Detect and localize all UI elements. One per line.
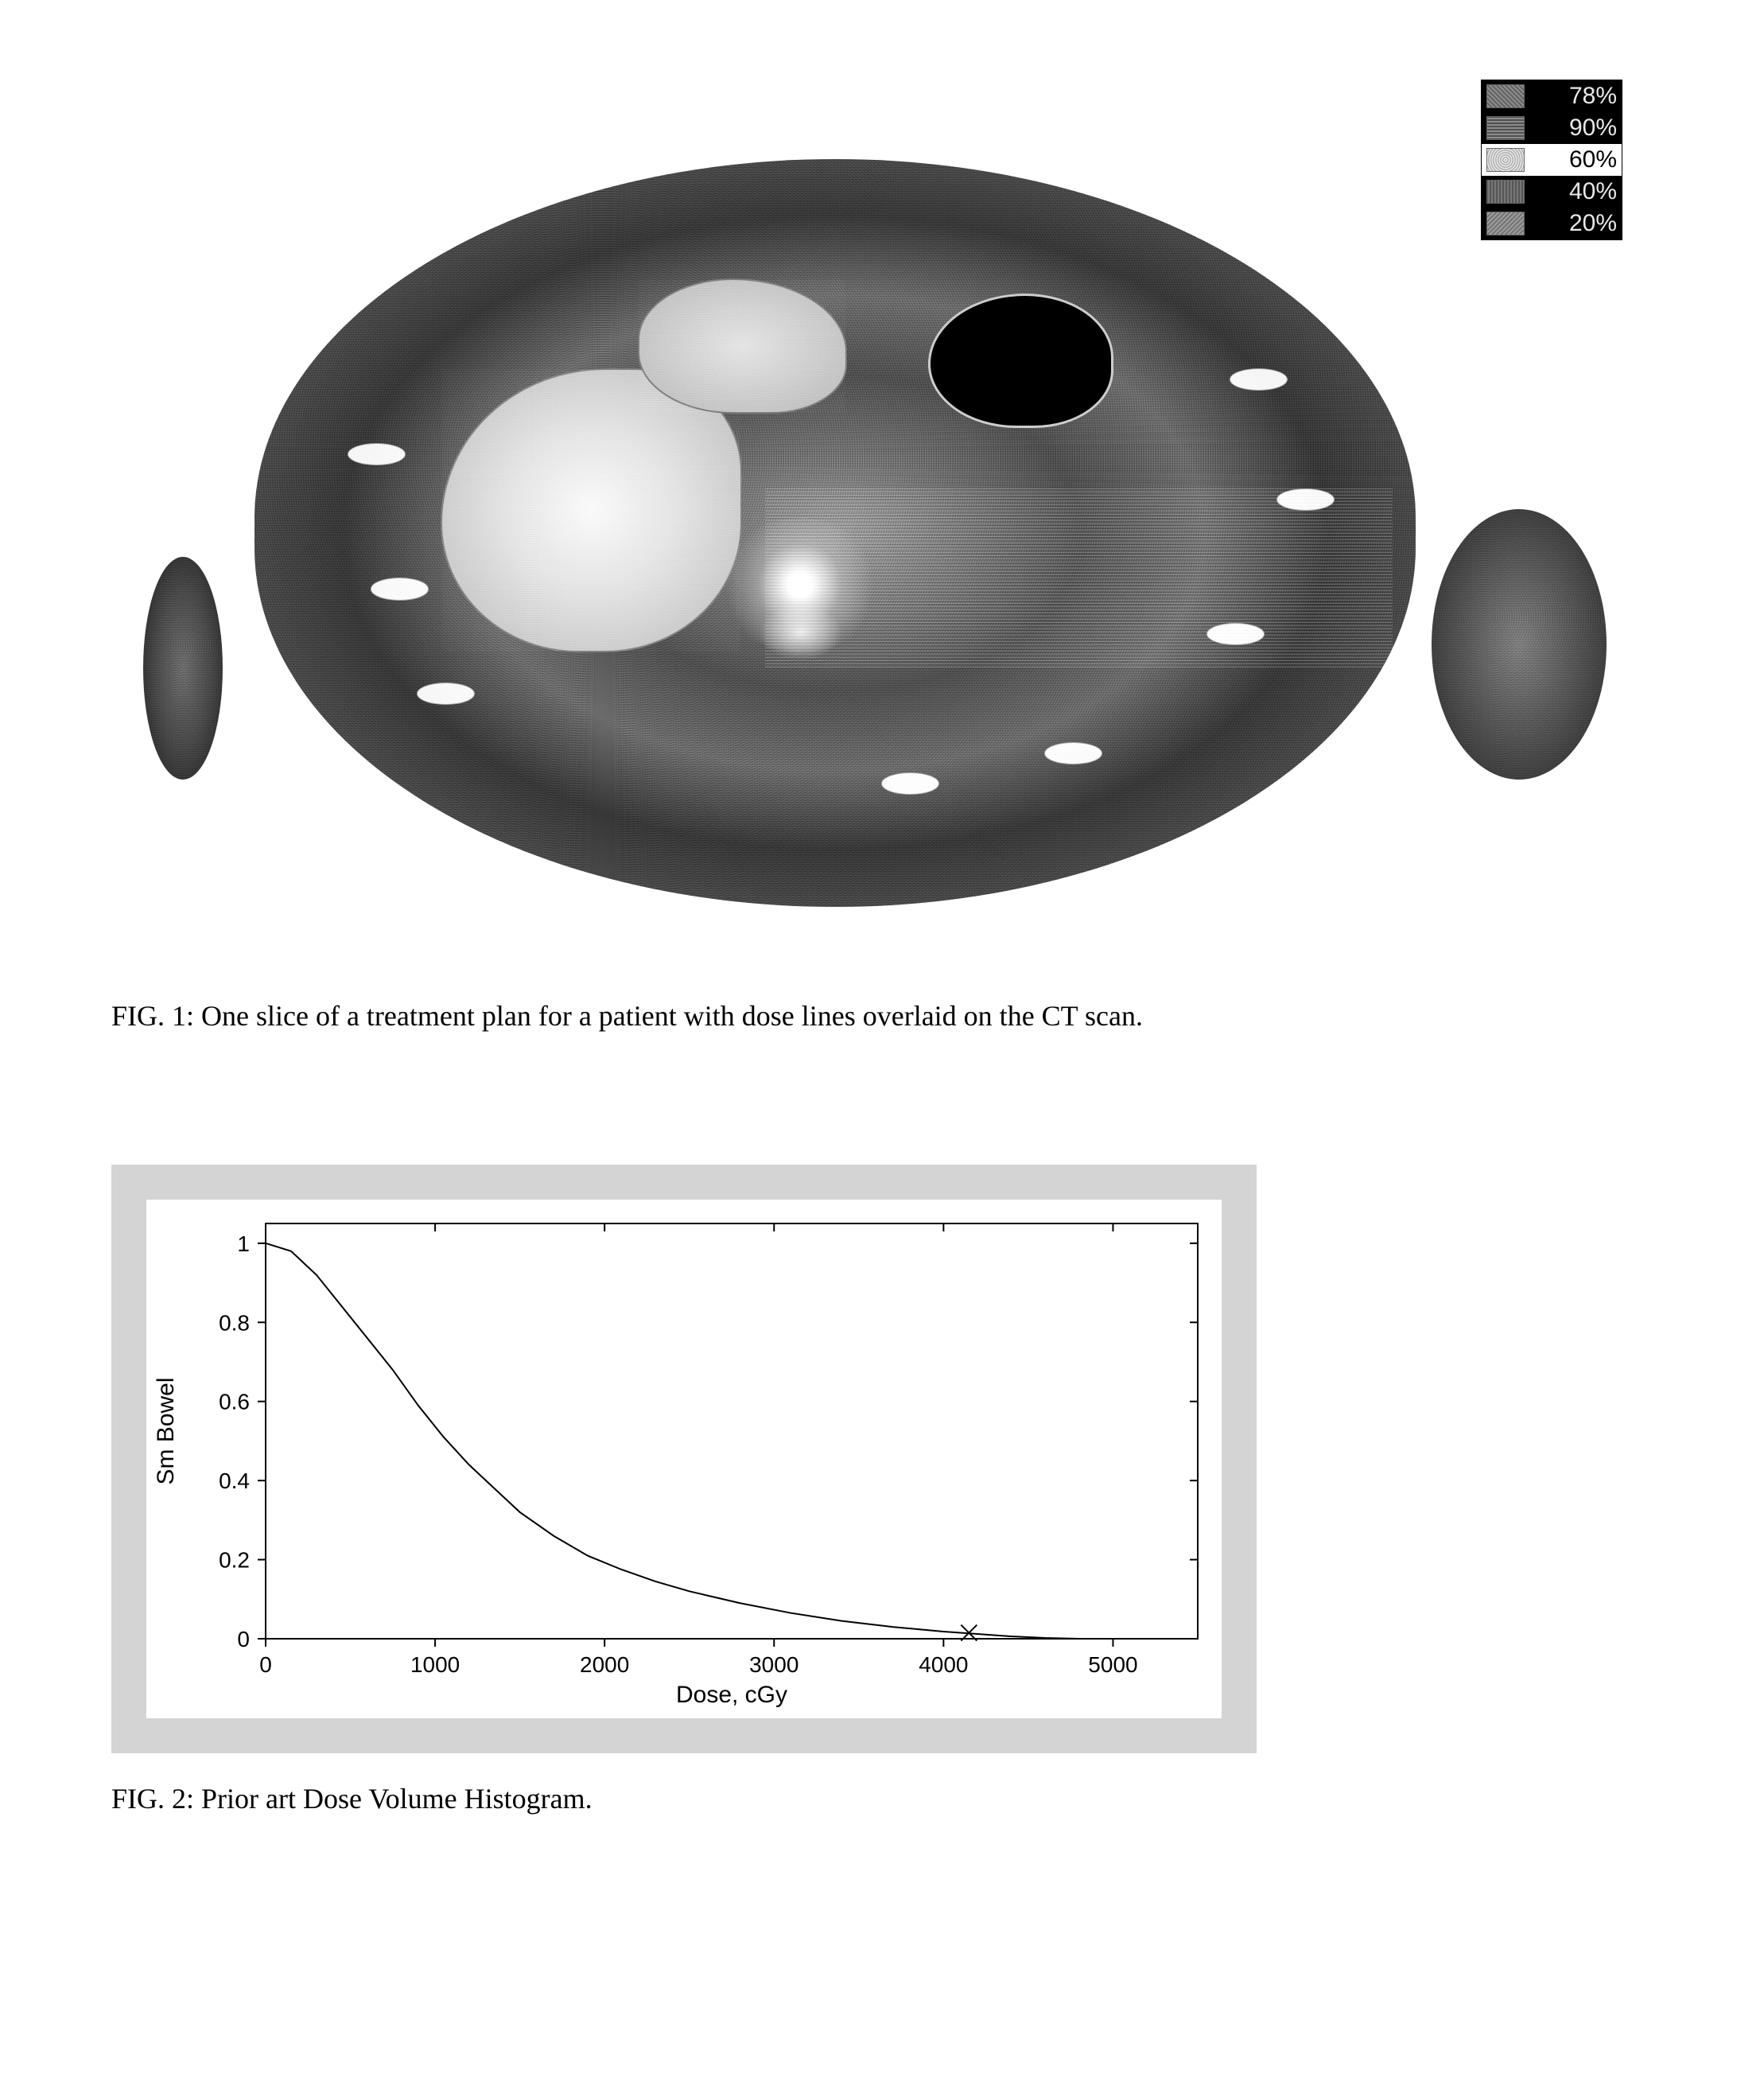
x-tick-label: 4000 (919, 1652, 968, 1677)
figure-1: 78% 90% 60% 40% 20% FIG. 1: One slice of a t… (111, 80, 1653, 1037)
dose-legend-row-4: 20% (1482, 208, 1622, 239)
dose-legend: 78% 90% 60% 40% 20% (1481, 80, 1622, 240)
y-tick-label: 0.2 (219, 1548, 250, 1573)
ct-scan-container: 78% 90% 60% 40% 20% (111, 80, 1638, 955)
x-tick-label: 0 (259, 1652, 272, 1677)
chart-plot-area: 0 1000 2000 3000 4000 5000 0 0.2 0.4 0.6 0.8 1 Dose,… (146, 1200, 1222, 1718)
dose-swatch (1486, 212, 1525, 235)
x-tick-label: 3000 (749, 1652, 798, 1677)
figure-1-caption: FIG. 1: One slice of a treatment plan fo… (111, 994, 1653, 1037)
dose-legend-label: 90% (1533, 115, 1617, 142)
dvh-line-chart: 0 1000 2000 3000 4000 5000 0 0.2 0.4 0.6 0.8 1 Dose,… (146, 1200, 1222, 1718)
y-tick-label: 0.8 (219, 1310, 250, 1335)
dose-legend-row-3: 40% (1482, 176, 1622, 208)
figure-2: 0 1000 2000 3000 4000 5000 0 0.2 0.4 0.6 0.8 1 Dose,… (111, 1165, 1653, 1820)
ct-right-fragment (1432, 509, 1607, 780)
dvh-curve (266, 1243, 1198, 1639)
dose-legend-label: 60% (1533, 146, 1617, 173)
ct-rib (371, 578, 429, 600)
ct-scan-image (159, 111, 1559, 939)
ct-rib (1276, 488, 1335, 511)
x-axis-label: Dose, cGy (676, 1682, 787, 1708)
dose-swatch (1486, 148, 1525, 172)
ct-left-fragment (143, 557, 223, 780)
dose-legend-row-0: 78% (1482, 80, 1622, 112)
ct-streak-artifact (765, 488, 1392, 668)
dose-legend-row-1: 90% (1482, 112, 1622, 144)
y-tick-label: 1 (237, 1231, 250, 1256)
x-tick-label: 1000 (410, 1652, 460, 1677)
dose-swatch (1486, 84, 1525, 108)
ct-rib (881, 772, 939, 795)
y-axis-label: Sm Bowel (153, 1377, 179, 1484)
figure-2-caption: FIG. 2: Prior art Dose Volume Histogram. (111, 1777, 1653, 1820)
dose-swatch (1486, 180, 1525, 204)
y-tick-label: 0.4 (219, 1469, 250, 1493)
dose-legend-label: 78% (1533, 83, 1617, 110)
x-tick-label: 5000 (1088, 1652, 1137, 1677)
ct-organ-light-region-2 (638, 278, 847, 413)
ct-dark-cavity (928, 294, 1114, 428)
chart-container: 0 1000 2000 3000 4000 5000 0 0.2 0.4 0.6 0.8 1 Dose,… (111, 1165, 1257, 1753)
y-tick-label: 0 (237, 1627, 250, 1651)
dose-legend-label: 20% (1533, 210, 1617, 237)
dose-legend-row-2: 60% (1482, 144, 1622, 176)
ct-body-outline (254, 159, 1416, 907)
dose-legend-label: 40% (1533, 178, 1617, 205)
y-tick-label: 0.6 (219, 1390, 250, 1414)
x-tick-label: 2000 (580, 1652, 629, 1677)
ct-rib (1206, 623, 1265, 645)
dose-swatch (1486, 116, 1525, 140)
